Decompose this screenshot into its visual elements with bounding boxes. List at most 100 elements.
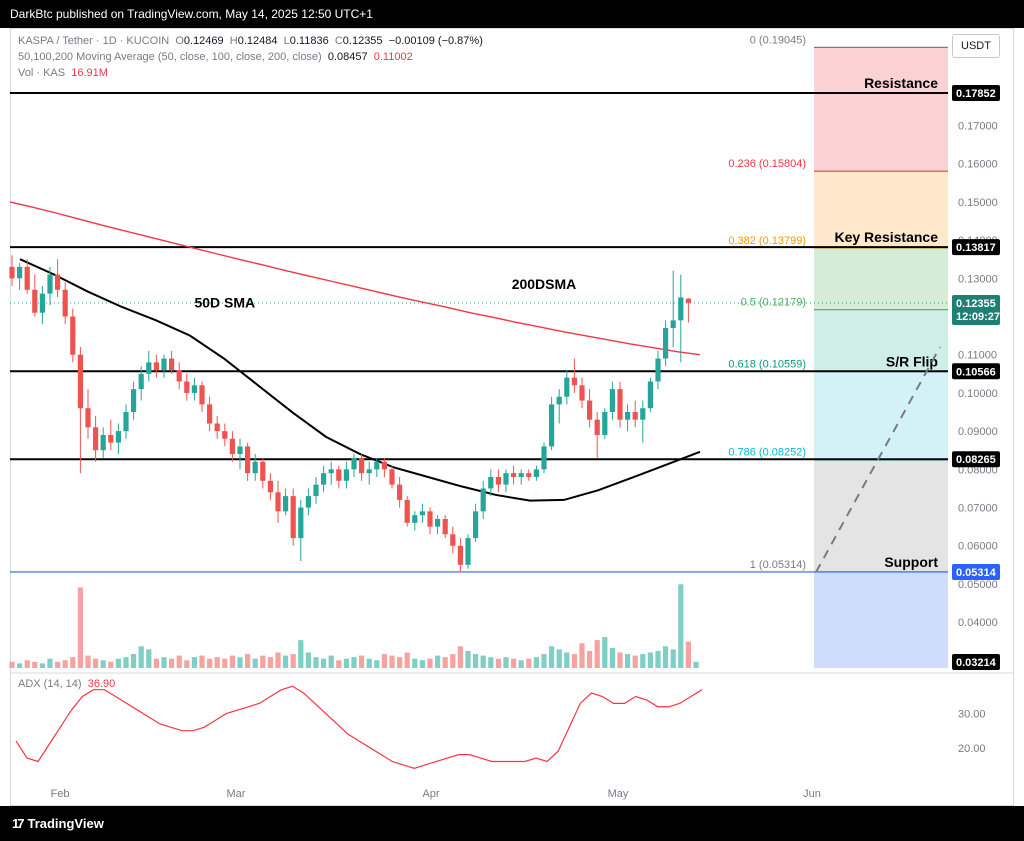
candle-body — [549, 404, 555, 447]
candle-body — [252, 461, 258, 474]
volume-bar — [625, 654, 631, 668]
volume-bar — [153, 658, 159, 668]
volume-bar — [663, 646, 669, 668]
volume-bar — [495, 658, 501, 668]
candle-body — [617, 389, 623, 420]
candle-body — [153, 362, 159, 371]
volume-bar — [222, 658, 228, 668]
adx-value: 36.90 — [87, 678, 116, 690]
volume-bar — [313, 657, 319, 668]
candle-body — [351, 457, 357, 470]
y-tick-label: 0.07000 — [958, 503, 998, 515]
tradingview-logo: 17 TradingView — [12, 816, 104, 831]
candle-body — [131, 389, 137, 413]
candle-body — [313, 484, 319, 497]
volume-bar — [199, 655, 205, 668]
volume-bar — [351, 657, 357, 668]
chart-annotation: 200DSMA — [512, 276, 577, 292]
volume-tag-label: 0.03214 — [956, 657, 997, 669]
level-price-label: 0.10566 — [956, 366, 996, 378]
volume-bar — [587, 650, 593, 668]
fib-zone-support — [814, 571, 948, 668]
high-value: 0.12484 — [237, 35, 278, 47]
volume-bar — [298, 640, 304, 668]
candle-body — [579, 385, 585, 401]
adx-tick-label: 30.00 — [958, 709, 986, 721]
level-annotation: Support — [884, 554, 938, 570]
candle-body — [85, 408, 91, 428]
volume-bar — [184, 660, 190, 668]
y-tick-label: 0.08000 — [958, 464, 998, 476]
candle-body — [176, 370, 182, 382]
volume-bar — [123, 657, 129, 668]
candle-body — [541, 446, 547, 470]
x-tick-label: Mar — [227, 788, 246, 800]
volume-bar — [24, 660, 30, 668]
fib-level-label: 0.5 (0.12179) — [741, 297, 806, 309]
volume-bar — [108, 661, 114, 668]
volume-bar — [366, 658, 372, 668]
volume-bar — [427, 658, 433, 668]
candle-body — [123, 412, 129, 432]
candle-body — [526, 473, 532, 477]
candle-body — [389, 469, 395, 485]
volume-bar — [100, 660, 106, 668]
volume-bar — [579, 643, 585, 668]
volume-legend: Vol · KAS 16.91M — [18, 67, 108, 79]
candle-body — [77, 354, 83, 409]
candle-body — [24, 266, 30, 290]
volume-bar — [290, 654, 296, 668]
currency-button[interactable]: USDT — [952, 34, 1000, 58]
volume-bar — [237, 657, 243, 668]
level-price-label: 0.05314 — [956, 567, 997, 579]
candle-body — [115, 431, 121, 443]
candle-body — [207, 404, 213, 424]
candle-body — [488, 476, 494, 489]
candle-body — [480, 488, 486, 512]
volume-bar — [564, 652, 570, 668]
candle-body — [222, 431, 228, 439]
countdown-label: 12:09:27 — [956, 311, 1000, 323]
volume-label: Vol · KAS — [18, 67, 66, 79]
candle-body — [503, 473, 509, 485]
volume-bar — [442, 657, 448, 668]
candle-body — [442, 519, 448, 535]
candle-body — [511, 473, 517, 477]
volume-bar — [526, 658, 532, 668]
candle-body — [321, 473, 327, 485]
level-price-label: 0.17852 — [956, 88, 996, 100]
fib-level-label: 0.786 (0.08252) — [728, 447, 806, 459]
level-price-tag — [952, 363, 1000, 380]
candle-body — [663, 327, 669, 359]
candle-body — [245, 446, 251, 474]
candle-body — [191, 385, 197, 393]
y-tick-label: 0.04000 — [958, 617, 998, 629]
volume-bar — [435, 655, 441, 668]
candle-body — [473, 511, 479, 539]
candle-body — [32, 289, 38, 313]
candle-body — [450, 534, 456, 546]
candle-body — [419, 511, 425, 516]
x-tick-label: Apr — [422, 788, 439, 800]
volume-bar — [161, 657, 167, 668]
level-annotation: Resistance — [864, 75, 938, 91]
volume-bar — [404, 652, 410, 668]
candle-body — [138, 373, 144, 390]
volume-bar — [412, 658, 418, 668]
volume-bar — [647, 652, 653, 668]
volume-bar — [670, 649, 676, 668]
candle-body — [39, 293, 45, 313]
volume-bar — [115, 658, 121, 668]
sma200-line — [9, 201, 701, 356]
projection-line — [815, 346, 941, 573]
candle-body — [609, 389, 615, 413]
candle-body — [70, 316, 76, 355]
candle-body — [640, 408, 646, 420]
volume-bar — [214, 657, 220, 668]
ma-legend: 50,100,200 Moving Average (50, close, 10… — [18, 51, 413, 63]
y-tick-label: 0.11000 — [958, 350, 997, 362]
volume-bar — [131, 654, 137, 668]
candle-body — [518, 473, 524, 477]
volume-bar — [450, 654, 456, 668]
